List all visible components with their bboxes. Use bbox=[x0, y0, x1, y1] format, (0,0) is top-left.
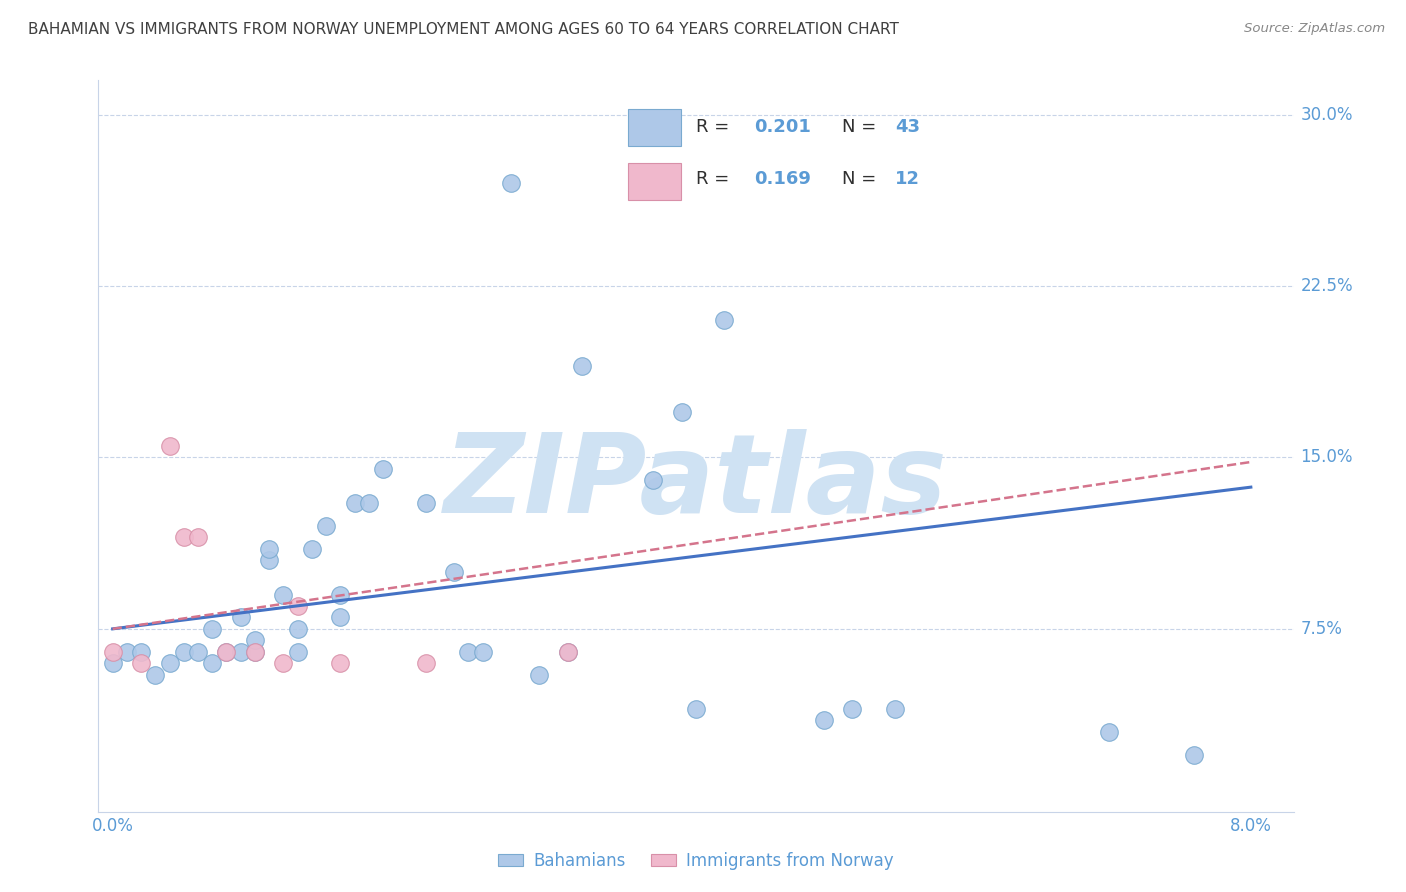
Point bbox=[685, 702, 707, 716]
Text: N =: N = bbox=[842, 118, 882, 136]
Point bbox=[143, 667, 166, 681]
Point bbox=[287, 622, 309, 636]
Point bbox=[159, 656, 181, 670]
Point bbox=[315, 519, 337, 533]
Point bbox=[841, 702, 863, 716]
Text: R =: R = bbox=[696, 118, 735, 136]
Point bbox=[201, 622, 224, 636]
Text: ZIPatlas: ZIPatlas bbox=[444, 429, 948, 536]
Point bbox=[187, 645, 209, 659]
Text: 43: 43 bbox=[896, 118, 921, 136]
Point bbox=[101, 645, 124, 659]
Point bbox=[443, 565, 465, 579]
Text: R =: R = bbox=[696, 170, 735, 188]
FancyBboxPatch shape bbox=[627, 162, 681, 200]
Point bbox=[257, 553, 280, 567]
Text: 15.0%: 15.0% bbox=[1301, 449, 1353, 467]
Point bbox=[215, 645, 238, 659]
Text: BAHAMIAN VS IMMIGRANTS FROM NORWAY UNEMPLOYMENT AMONG AGES 60 TO 64 YEARS CORREL: BAHAMIAN VS IMMIGRANTS FROM NORWAY UNEMP… bbox=[28, 22, 898, 37]
Point bbox=[713, 313, 735, 327]
Point bbox=[329, 588, 352, 602]
Point bbox=[173, 530, 195, 544]
Point bbox=[557, 645, 579, 659]
Point bbox=[557, 645, 579, 659]
Text: 7.5%: 7.5% bbox=[1301, 620, 1343, 638]
Point bbox=[329, 656, 352, 670]
Point bbox=[287, 645, 309, 659]
Point bbox=[257, 541, 280, 556]
Point bbox=[357, 496, 380, 510]
Point bbox=[243, 645, 266, 659]
Point bbox=[643, 473, 665, 487]
Point bbox=[529, 667, 551, 681]
Point bbox=[1182, 747, 1205, 762]
Text: 22.5%: 22.5% bbox=[1301, 277, 1353, 295]
Point bbox=[243, 645, 266, 659]
Point bbox=[229, 645, 252, 659]
Point bbox=[884, 702, 907, 716]
Point bbox=[329, 610, 352, 624]
Point bbox=[499, 176, 522, 190]
Point bbox=[173, 645, 195, 659]
Point bbox=[201, 656, 224, 670]
Text: 30.0%: 30.0% bbox=[1301, 105, 1353, 124]
Text: 0.169: 0.169 bbox=[754, 170, 811, 188]
Point bbox=[229, 610, 252, 624]
Point bbox=[457, 645, 479, 659]
Text: N =: N = bbox=[842, 170, 882, 188]
Point bbox=[571, 359, 593, 373]
Point bbox=[129, 656, 152, 670]
Point bbox=[813, 714, 835, 728]
Text: Source: ZipAtlas.com: Source: ZipAtlas.com bbox=[1244, 22, 1385, 36]
Legend: Bahamians, Immigrants from Norway: Bahamians, Immigrants from Norway bbox=[492, 846, 900, 877]
Point bbox=[101, 656, 124, 670]
Point bbox=[159, 439, 181, 453]
Point bbox=[187, 530, 209, 544]
Point bbox=[343, 496, 366, 510]
Point bbox=[371, 462, 394, 476]
Point bbox=[129, 645, 152, 659]
Point bbox=[471, 645, 494, 659]
Point bbox=[273, 656, 295, 670]
Point bbox=[215, 645, 238, 659]
Text: 12: 12 bbox=[896, 170, 921, 188]
Point bbox=[415, 656, 437, 670]
Point bbox=[415, 496, 437, 510]
Point bbox=[115, 645, 138, 659]
FancyBboxPatch shape bbox=[627, 109, 681, 146]
Point bbox=[1097, 724, 1119, 739]
Point bbox=[243, 633, 266, 648]
Point bbox=[671, 405, 693, 419]
Point bbox=[273, 588, 295, 602]
Point bbox=[301, 541, 323, 556]
Point bbox=[287, 599, 309, 613]
Text: 0.201: 0.201 bbox=[754, 118, 811, 136]
